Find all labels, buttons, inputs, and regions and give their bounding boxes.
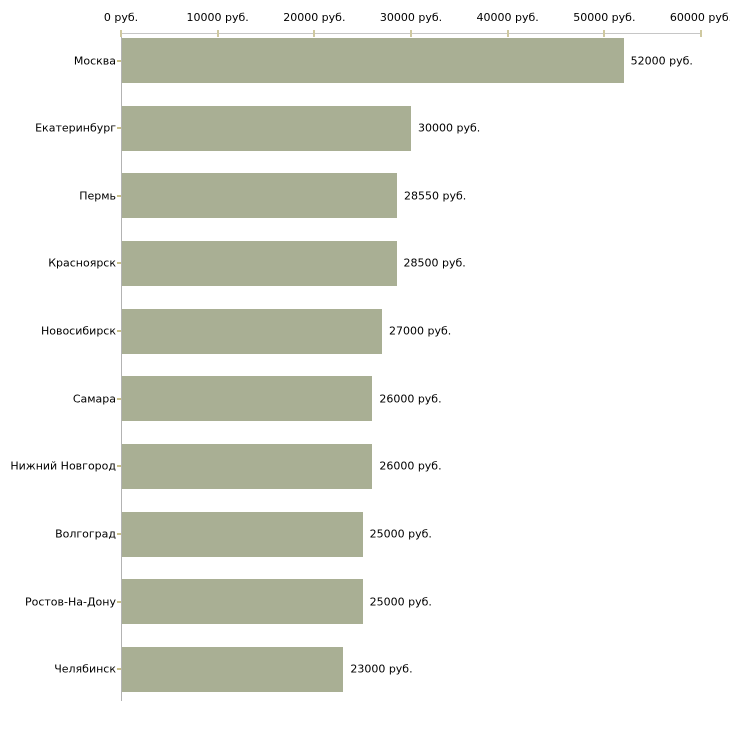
x-tick-mark (603, 30, 606, 37)
bar (122, 308, 382, 354)
y-axis-line (121, 33, 122, 701)
bar (122, 511, 363, 557)
category-label: Самара (72, 392, 116, 406)
category-label: Екатеринбург (35, 121, 116, 135)
x-tick-mark (313, 30, 316, 37)
value-label: 23000 руб. (350, 662, 413, 676)
bar (122, 105, 411, 151)
x-tick-label: 0 руб. (103, 11, 139, 24)
value-label: 30000 руб. (418, 121, 481, 135)
value-label: 52000 руб. (630, 54, 693, 67)
category-tick-mark (117, 600, 121, 603)
x-tick-label: 40000 руб. (476, 11, 539, 24)
category-tick-mark (117, 262, 121, 265)
x-tick-label: 10000 руб. (186, 11, 249, 24)
category-label: Волгоград (55, 527, 116, 541)
category-tick-mark (117, 533, 121, 536)
category-tick-mark (117, 465, 121, 468)
value-label: 26000 руб. (379, 459, 442, 473)
value-label: 27000 руб. (389, 324, 452, 338)
value-label: 28500 руб. (403, 256, 466, 270)
bar (122, 579, 363, 625)
x-tick-mark (506, 30, 509, 37)
bar (122, 376, 373, 422)
category-label: Новосибирск (40, 324, 116, 338)
category-tick-mark (117, 397, 121, 400)
x-tick-mark (700, 30, 702, 37)
bar (122, 443, 373, 489)
category-tick-mark (117, 330, 121, 333)
value-label: 28550 руб. (403, 189, 467, 203)
category-tick-mark (117, 127, 121, 130)
x-tick-mark (120, 30, 122, 37)
category-label: Ростов-На-Дону (24, 595, 116, 609)
category-label: Красноярск (48, 256, 116, 270)
x-tick-label: 30000 руб. (379, 11, 443, 24)
bar (122, 38, 624, 83)
value-label: 25000 руб. (369, 527, 432, 541)
x-tick-label: 60000 руб. (669, 11, 730, 24)
bar (122, 646, 344, 692)
category-label: Москва (73, 54, 116, 67)
x-tick-label: 20000 руб. (283, 11, 346, 24)
x-tick-mark (216, 30, 219, 37)
category-label: Челябинск (54, 662, 116, 676)
value-label: 25000 руб. (369, 595, 432, 609)
category-label: Нижний Новгород (10, 459, 116, 473)
x-tick-label: 50000 руб. (573, 11, 636, 24)
category-tick-mark (117, 59, 121, 62)
category-tick-mark (117, 668, 121, 671)
bar (122, 240, 397, 286)
bar (122, 173, 397, 219)
value-label: 26000 руб. (379, 392, 442, 406)
x-tick-mark (410, 30, 412, 37)
category-label: Пермь (79, 189, 116, 203)
category-tick-mark (117, 194, 121, 197)
